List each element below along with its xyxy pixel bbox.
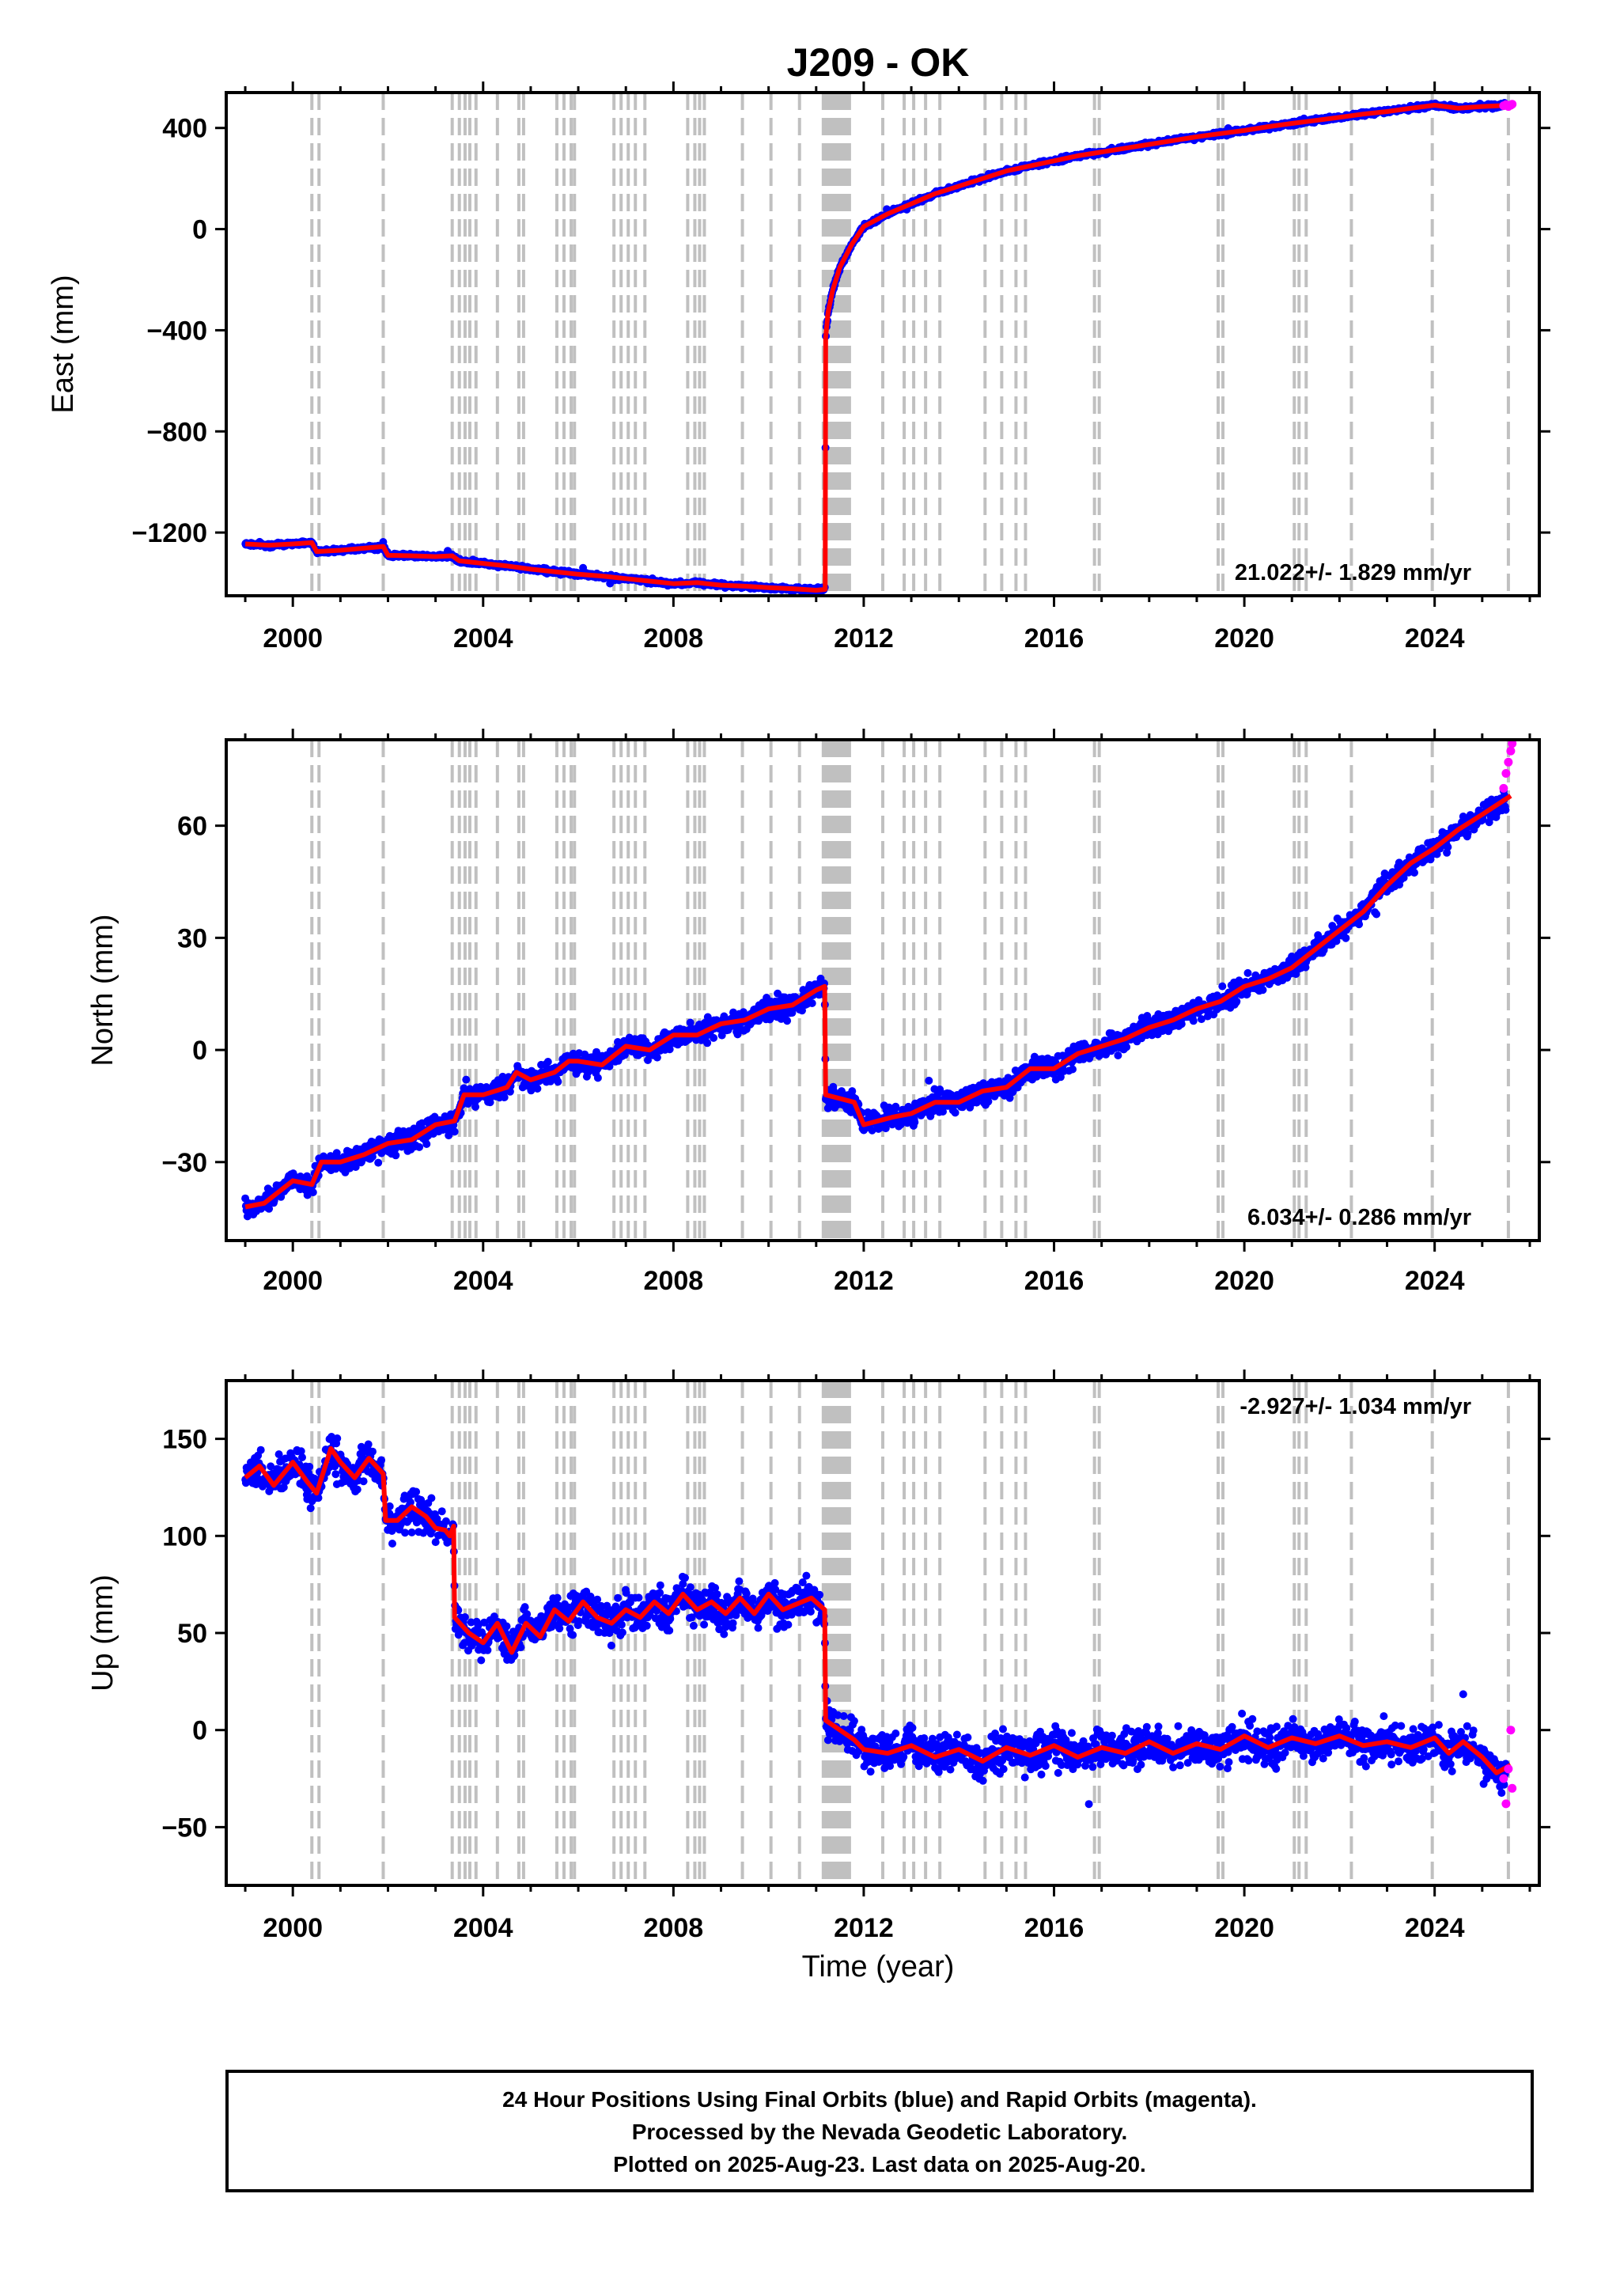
final-orbit-point [368,1153,377,1161]
final-orbit-point [808,999,816,1007]
final-orbit-point [925,1076,933,1085]
final-orbit-point [1069,1065,1077,1074]
final-orbit-point [543,1058,552,1066]
final-orbit-point [486,1098,494,1107]
final-orbit-point [1197,1015,1205,1024]
final-orbit-point [593,1074,602,1082]
event-lines [310,740,1510,1241]
final-orbit-point [939,1108,947,1116]
final-orbit-point [422,1140,431,1148]
final-orbit-point [445,1131,453,1140]
final-orbit-point [500,1093,509,1101]
final-orbit-point [783,1017,792,1025]
final-orbit-point [605,1062,614,1070]
y-tick-label: 0 [192,215,207,245]
final-orbit-point [1463,829,1472,838]
final-orbit-point [644,1056,652,1064]
final-orbit-point [798,1006,806,1015]
y-tick-label: −400 [146,316,207,346]
y-tick-label: −800 [146,417,207,447]
model-fit-line [244,103,1512,593]
final-orbit-point [755,1017,763,1025]
rapid-orbit-point [1508,100,1517,109]
east-panel: 2000 2004 2008 2012 2016 2020 2024 400 0 −400 −800… [47,81,1550,654]
final-orbit-point [1332,937,1341,945]
final-orbit-point [710,1033,718,1042]
final-orbit-point [868,1126,876,1135]
final-orbit-point [1372,910,1381,919]
final-orbit-point [653,1053,661,1062]
x-tick-label: 2000 [263,623,323,654]
x-tick-label: 2024 [1405,623,1465,654]
final-orbit-point [1122,1043,1131,1051]
final-orbit-point [547,1077,554,1085]
plot-frame [225,91,1541,597]
final-orbit-point [1410,869,1418,877]
x-tick-label: 2016 [1024,623,1084,654]
final-orbit-point [1114,1051,1122,1059]
final-orbit-point [1258,986,1267,995]
final-orbit-point [265,1204,274,1213]
final-orbit-point [891,1102,900,1111]
final-orbit-point [984,1097,993,1106]
final-orbit-point [392,1151,400,1160]
final-orbit-point [881,1124,890,1133]
final-orbit-point [951,1108,959,1117]
y-ticks: 400 0 −400 −800 −1200 [132,114,1550,548]
north-panel: 2000 2004 2008 2012 2016 2020 202460300−30Nort… [86,729,1550,1296]
final-orbit-point [462,1075,471,1084]
y-tick-label: −1200 [132,518,208,548]
final-orbit-point [1355,920,1364,929]
final-orbit-point [1444,843,1452,851]
final-orbit-point [450,1127,459,1136]
x-tick-label: 2004 [453,623,513,654]
x-tick-label: 2020 [1214,623,1274,654]
y-axis-label: East (mm) [47,275,80,413]
final-orbit-point [351,1163,360,1171]
final-orbit-point [1218,982,1227,991]
final-orbit-point [533,1085,542,1093]
final-orbit-point [471,1103,479,1111]
final-orbit-point [936,1085,944,1093]
x-ticks: 2000 2004 2008 2012 2016 2020 2024 [244,81,1531,654]
figure-title: J209 - OK [787,40,970,85]
rapid-orbit-points [1499,100,1517,112]
final-orbit-point [308,1188,317,1196]
final-orbit-point [554,1078,562,1086]
x-tick-label: 2008 [644,623,704,654]
x-tick-label: 2012 [834,623,894,654]
final-orbit-point [460,1084,468,1093]
velocity-annotation: 21.022+/- 1.829 mm/yr [1235,560,1471,585]
final-orbit-point [1232,997,1241,1006]
final-orbit-point [374,1158,383,1167]
final-orbit-point [1056,1073,1065,1082]
final-orbit-point [703,1039,712,1048]
final-orbit-point [665,1045,674,1054]
final-orbit-point [1342,934,1350,942]
event-lines [310,93,1510,596]
final-orbit-point [1399,873,1408,882]
final-orbit-point [910,1118,919,1127]
final-orbit-point [1243,968,1252,977]
final-orbit-point [1189,1017,1198,1025]
final-orbit-point [505,1087,514,1096]
final-orbit-point [415,1142,424,1151]
final-orbit-point [498,1072,507,1081]
y-tick-label: 400 [162,114,207,144]
